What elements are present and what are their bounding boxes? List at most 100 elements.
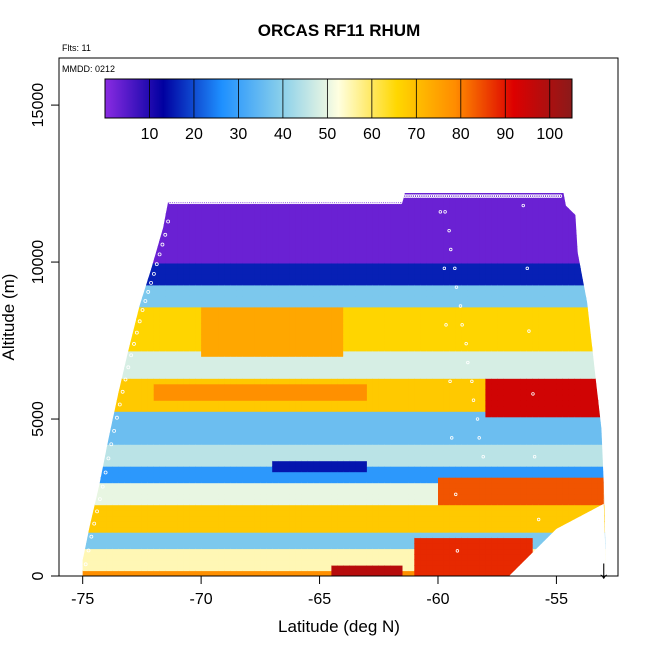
- heatmap-cell: [230, 193, 238, 198]
- heatmap-cell: [230, 213, 238, 220]
- heatmap-cell: [260, 334, 267, 341]
- heatmap-cell: [343, 559, 350, 566]
- heatmap-cell: [207, 400, 214, 407]
- heatmap-cell: [153, 411, 161, 418]
- heatmap-cell: [289, 537, 297, 544]
- heatmap-cell: [402, 548, 409, 555]
- heatmap-cell: [153, 229, 161, 236]
- heatmap-cell: [438, 323, 445, 330]
- heatmap-cell: [278, 312, 285, 319]
- heatmap-cell: [130, 477, 137, 484]
- heatmap-cell: [390, 400, 398, 407]
- heatmap-cell: [426, 427, 433, 434]
- heatmap-cell: [390, 372, 398, 379]
- heatmap-cell: [260, 207, 267, 214]
- heatmap-cell: [165, 482, 173, 489]
- heatmap-cell: [402, 334, 409, 341]
- heatmap-cell: [289, 213, 297, 220]
- heatmap-cell: [112, 229, 119, 236]
- heatmap-cell: [449, 411, 457, 418]
- heatmap-cell: [473, 361, 480, 368]
- heatmap-cell: [94, 356, 101, 363]
- heatmap-cell: [372, 537, 380, 544]
- heatmap-cell: [141, 218, 149, 225]
- heatmap-cell: [384, 378, 392, 385]
- heatmap-cell: [414, 554, 421, 561]
- heatmap-cell: [230, 246, 238, 253]
- heatmap-cell: [82, 207, 90, 214]
- heatmap-cell: [390, 543, 398, 550]
- heatmap-cell: [343, 334, 350, 341]
- heatmap-cell: [479, 444, 486, 451]
- heatmap-cell: [266, 455, 273, 462]
- heatmap-cell: [94, 334, 101, 341]
- heatmap-cell: [378, 548, 386, 555]
- heatmap-cell: [183, 207, 190, 214]
- heatmap-cell: [242, 405, 250, 412]
- heatmap-cell: [242, 279, 250, 286]
- heatmap-cell: [432, 229, 439, 236]
- heatmap-cell: [130, 193, 137, 198]
- heatmap-cell: [432, 400, 439, 407]
- heatmap-cell: [295, 383, 303, 390]
- heatmap-cell: [153, 532, 161, 539]
- heatmap-cell: [165, 356, 173, 363]
- heatmap-cell: [141, 526, 149, 533]
- heatmap-cell: [118, 493, 125, 500]
- heatmap-cell: [408, 196, 415, 203]
- heatmap-cell: [141, 301, 149, 308]
- heatmap-cell: [414, 186, 421, 192]
- heatmap-cell: [195, 202, 202, 209]
- heatmap-cell: [272, 416, 279, 423]
- heatmap-cell: [195, 493, 202, 500]
- heatmap-cell: [189, 400, 196, 407]
- heatmap-cell: [455, 279, 463, 286]
- heatmap-cell: [88, 218, 96, 225]
- heatmap-cell: [402, 510, 409, 517]
- heatmap-cell: [301, 510, 309, 517]
- heatmap-cell: [355, 482, 362, 489]
- heatmap-cell: [141, 378, 149, 385]
- heatmap-cell: [402, 301, 409, 308]
- heatmap-cell: [479, 334, 486, 341]
- heatmap-cell: [124, 202, 131, 209]
- heatmap-cell: [307, 570, 315, 576]
- heatmap-cell: [396, 554, 403, 561]
- heatmap-cell: [432, 213, 439, 220]
- heatmap-cell: [124, 444, 131, 451]
- heatmap-cell: [372, 356, 380, 363]
- heatmap-cell: [195, 449, 202, 456]
- heatmap-cell: [254, 515, 261, 522]
- heatmap-cell: [130, 499, 137, 506]
- heatmap-cell: [432, 532, 439, 539]
- heatmap-cell: [100, 257, 107, 264]
- heatmap-cell: [414, 532, 421, 539]
- heatmap-cell: [242, 345, 250, 352]
- heatmap-cell: [420, 339, 427, 346]
- heatmap-cell: [301, 493, 309, 500]
- heatmap-cell: [159, 328, 167, 335]
- heatmap-cell: [236, 433, 244, 440]
- heatmap-cell: [201, 213, 208, 220]
- heatmap-cell: [313, 405, 321, 412]
- heatmap-cell: [106, 427, 113, 434]
- heatmap-cell: [242, 312, 250, 319]
- heatmap-cell: [254, 224, 261, 231]
- heatmap-cell: [177, 279, 184, 286]
- heatmap-cell: [337, 510, 344, 517]
- heatmap-cell: [432, 559, 439, 566]
- heatmap-cell: [272, 466, 279, 473]
- heatmap-cell: [266, 251, 273, 258]
- heatmap-cell: [254, 268, 261, 275]
- heatmap-cell: [260, 213, 267, 220]
- heatmap-cell: [420, 361, 427, 368]
- heatmap-cell: [301, 279, 309, 286]
- heatmap-cell: [230, 499, 238, 506]
- heatmap-cell: [467, 504, 475, 511]
- heatmap-cell: [112, 510, 119, 517]
- heatmap-cell: [343, 526, 350, 533]
- heatmap-cell: [426, 499, 433, 506]
- heatmap-cell: [136, 466, 143, 473]
- heatmap-cell: [136, 565, 143, 572]
- heatmap-cell: [337, 339, 344, 346]
